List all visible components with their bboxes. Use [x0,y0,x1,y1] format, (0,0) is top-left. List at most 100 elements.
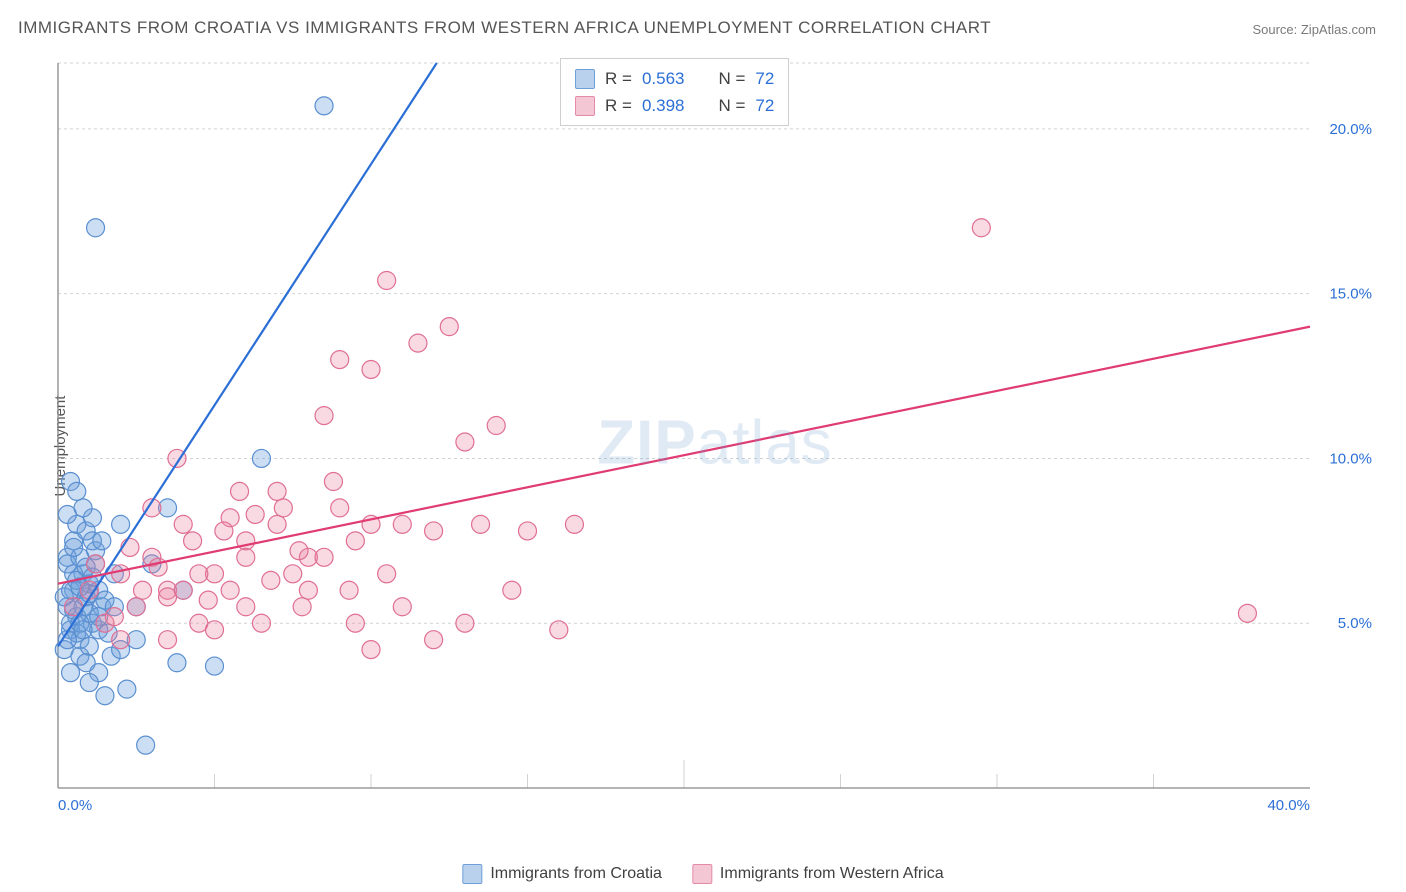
data-point [346,614,364,632]
legend-item: Immigrants from Croatia [462,864,662,884]
data-point [456,614,474,632]
data-point [972,219,990,237]
data-point [293,598,311,616]
data-point [68,482,86,500]
data-point [315,548,333,566]
data-point [1238,604,1256,622]
data-point [246,505,264,523]
data-point [550,621,568,639]
legend-label: Immigrants from Croatia [490,865,662,883]
data-point [519,522,537,540]
data-point [77,654,95,672]
data-point [74,621,92,639]
series-swatch [575,69,595,89]
y-tick-label: 20.0% [1329,121,1372,138]
stats-row: R = 0.563 N = 72 [575,65,774,92]
data-point [215,522,233,540]
chart-area: 5.0%10.0%15.0%20.0%0.0%40.0% ZIPatlas [50,58,1380,828]
data-point [127,598,145,616]
data-point [331,499,349,517]
data-point [206,621,224,639]
stats-row: R = 0.398 N = 72 [575,92,774,119]
data-point [284,565,302,583]
trend-line [58,327,1310,584]
data-point [80,674,98,692]
data-point [456,433,474,451]
data-point [425,522,443,540]
data-point [378,565,396,583]
data-point [440,318,458,336]
data-point [221,581,239,599]
data-point [340,581,358,599]
data-point [190,565,208,583]
data-point [472,515,490,533]
data-point [268,515,286,533]
data-point [362,360,380,378]
data-point [565,515,583,533]
data-point [252,614,270,632]
data-point [237,548,255,566]
data-point [121,538,139,556]
data-point [184,532,202,550]
r-label: R = [605,65,632,92]
data-point [174,515,192,533]
data-point [105,608,123,626]
correlation-stats-box: R = 0.563 N = 72 R = 0.398 N = 72 [560,58,789,126]
data-point [137,736,155,754]
data-point [58,505,76,523]
data-point [274,499,292,517]
y-tick-label: 10.0% [1329,450,1372,467]
data-point [206,657,224,675]
y-tick-label: 15.0% [1329,286,1372,303]
data-point [87,555,105,573]
data-point [168,654,186,672]
data-point [96,687,114,705]
r-label: R = [605,92,632,119]
scatter-plot: 5.0% 10.0% 15.0% 20.0% 0.0% 40.0% [50,58,1380,828]
data-point [199,591,217,609]
data-point [62,664,80,682]
source-attribution: Source: ZipAtlas.com [1252,22,1376,37]
data-point [268,482,286,500]
data-point [112,565,130,583]
data-point [331,351,349,369]
data-point [315,407,333,425]
data-point [378,272,396,290]
data-point [252,449,270,467]
data-point [425,631,443,649]
data-point [159,588,177,606]
data-point [393,515,411,533]
data-point [362,641,380,659]
data-point [487,417,505,435]
legend-swatch [692,864,712,884]
data-point [299,581,317,599]
chart-title: IMMIGRANTS FROM CROATIA VS IMMIGRANTS FR… [18,18,991,38]
legend-item: Immigrants from Western Africa [692,864,944,884]
data-point [503,581,521,599]
legend: Immigrants from Croatia Immigrants from W… [462,864,943,884]
n-label: N = [718,65,745,92]
series-swatch [575,96,595,116]
x-tick-label: 0.0% [58,797,92,814]
n-label: N = [718,92,745,119]
data-point [87,219,105,237]
data-point [159,631,177,649]
data-point [65,538,83,556]
legend-swatch [462,864,482,884]
data-point [134,581,152,599]
data-point [324,473,342,491]
data-point [393,598,411,616]
n-value: 72 [755,65,774,92]
x-tick-label: 40.0% [1267,797,1310,814]
data-point [346,532,364,550]
data-point [118,680,136,698]
data-point [290,542,308,560]
data-point [262,571,280,589]
data-point [112,631,130,649]
r-value: 0.398 [642,92,685,119]
data-point [93,532,111,550]
r-value: 0.563 [642,65,685,92]
data-point [231,482,249,500]
n-value: 72 [755,92,774,119]
y-tick-label: 5.0% [1338,615,1372,632]
